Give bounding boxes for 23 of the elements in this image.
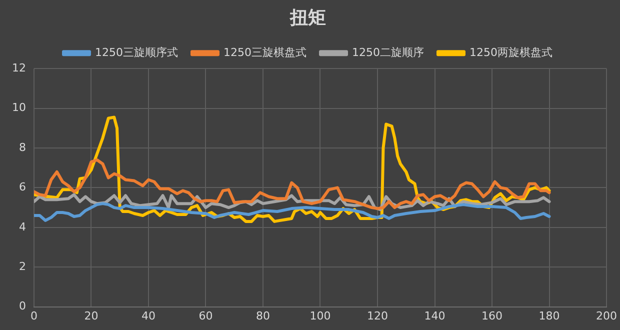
x-tick-label: 180 — [538, 309, 560, 322]
x-tick-label: 100 — [310, 309, 331, 322]
legend-label: 1250三旋棋盘式 — [224, 46, 307, 59]
x-tick-label: 160 — [482, 309, 502, 322]
x-tick-label: 40 — [142, 309, 156, 322]
chart-title: 扭矩 — [289, 7, 326, 28]
x-tick-label: 80 — [256, 309, 270, 322]
y-tick-label: 2 — [18, 260, 26, 273]
x-tick-label: 140 — [424, 309, 446, 322]
x-tick-label: 120 — [367, 309, 388, 322]
x-tick-label: 20 — [84, 309, 98, 322]
y-tick-label: 10 — [12, 101, 26, 114]
x-tick-label: 200 — [596, 309, 617, 322]
x-tick-label: 60 — [198, 309, 213, 322]
y-tick-label: 4 — [18, 220, 26, 234]
y-tick-label: 8 — [18, 140, 26, 154]
legend-label: 1250二旋顺序 — [352, 46, 424, 59]
y-tick-label: 12 — [12, 61, 26, 74]
y-tick-label: 6 — [18, 180, 26, 194]
legend-label: 1250两旋棋盘式 — [469, 46, 552, 59]
y-tick-label: 0 — [18, 300, 26, 313]
x-tick-label: 0 — [30, 309, 38, 322]
legend-label: 1250三旋顺序式 — [95, 46, 178, 59]
